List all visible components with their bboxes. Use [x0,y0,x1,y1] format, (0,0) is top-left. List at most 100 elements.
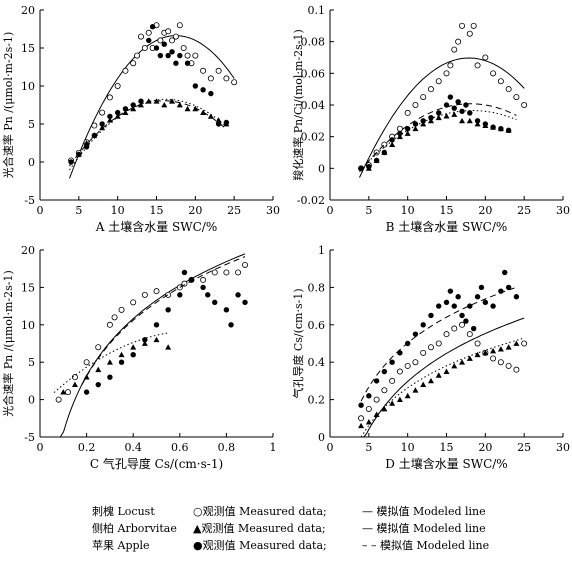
data-point [141,291,148,298]
data-point [145,29,152,36]
x-tick-label: 30 [556,204,570,217]
model-line [53,332,169,393]
data-point [114,113,121,119]
data-point [451,362,458,369]
x-axis-label: A 土壤含水量 SWC/% [95,219,217,234]
data-point [358,402,364,408]
data-point [412,102,419,109]
data-point [180,45,187,52]
data-point [91,122,98,129]
data-point [459,359,466,365]
x-tick-label: 5 [75,204,82,217]
y-tick-label: 0 [318,431,325,444]
data-point [420,322,426,328]
data-point [95,381,101,388]
series-filled [81,256,248,395]
x-tick-label: 15 [440,441,454,454]
data-point [389,137,395,143]
series-open [54,253,249,438]
y-tick-label: 0 [318,162,325,175]
data-point [146,37,152,44]
data-point [412,387,419,393]
data-point [200,67,207,74]
data-point [231,79,238,86]
data-point [389,377,396,384]
x-tick-label: 20 [188,204,202,217]
y-tick-label: 0.8 [308,281,326,294]
data-point [83,389,90,395]
data-point [235,292,241,298]
data-point [490,303,496,309]
data-point [177,292,183,298]
data-point [192,83,199,89]
data-point [443,299,450,306]
y-tick-label: 10 [21,319,35,332]
data-point [412,331,419,337]
data-point [436,110,442,116]
data-point [215,67,222,74]
data-point [381,405,388,412]
data-point [436,303,442,309]
data-point [235,269,242,276]
data-point [71,381,78,388]
data-point [513,294,520,300]
data-point [215,117,222,123]
x-tick-label: 0 [327,204,334,217]
data-point [358,422,365,429]
data-point [502,269,508,276]
data-point [157,37,164,44]
data-point [474,294,481,300]
data-point [161,102,168,108]
data-point [223,307,230,313]
data-point [467,303,473,309]
data-point [443,113,450,119]
series-triangle [358,337,525,438]
y-axis-label: 光合速率 Pn /(μmol·m-2s-1) [1,32,15,179]
data-point [447,94,454,100]
x-tick-label: 20 [478,204,492,217]
data-point [68,159,74,165]
data-point [381,387,388,394]
data-point [106,321,113,328]
data-point [404,130,411,136]
data-point [427,344,434,351]
data-point [455,99,461,105]
data-point [397,130,403,137]
data-point [451,105,457,111]
data-point [215,121,222,127]
data-point [83,359,90,366]
data-point [130,299,137,306]
data-point [177,52,183,59]
data-point [443,102,450,108]
data-point [184,105,191,112]
x-axis-label: B 土壤含水量 SWC/% [386,219,508,234]
x-tick-label: 30 [556,441,570,454]
data-point [447,288,454,294]
data-point [99,109,106,116]
legend: 刺槐 Locust ○观测值 Measured data; — 模拟值 Mode… [92,504,489,552]
y-tick-label: 5 [28,356,35,369]
y-tick-label: -5 [24,194,35,207]
data-point [165,28,172,35]
data-point [118,359,125,365]
data-point [459,22,466,29]
y-tick-label: -0.02 [297,194,325,207]
data-point [184,60,191,66]
legend-measured-arborvitae: ▲观测值 Measured data; [193,522,326,535]
data-point [420,121,427,127]
x-axis-label: C 气孔导度 Cs/(cm·s-1) [90,456,223,471]
data-point [482,299,489,306]
x-tick-label: 15 [150,204,164,217]
data-point [389,400,396,406]
data-point [420,94,427,101]
data-point [111,314,118,321]
data-point [205,292,211,298]
data-point [397,350,403,356]
data-point [451,325,458,332]
y-tick-label: 0 [28,394,35,407]
data-point [91,132,98,139]
data-point [76,151,82,158]
data-point [373,157,380,164]
data-point [118,306,125,313]
